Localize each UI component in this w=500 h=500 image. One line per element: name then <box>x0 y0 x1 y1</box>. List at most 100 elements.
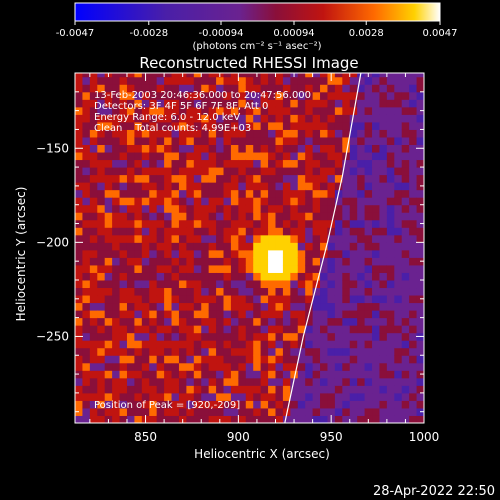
heatmap-cell <box>275 264 284 273</box>
heatmap-cell <box>245 174 254 183</box>
heatmap-cell <box>268 310 276 319</box>
heatmap-cell <box>223 99 232 108</box>
heatmap-cell <box>119 272 128 281</box>
heatmap-cell <box>394 332 403 341</box>
heatmap-cell <box>401 264 410 273</box>
heatmap-cell <box>193 227 202 236</box>
heatmap-cell <box>342 121 351 130</box>
heatmap-cell <box>156 144 165 153</box>
heatmap-cell <box>312 76 321 85</box>
heatmap-cell <box>253 144 262 153</box>
heatmap-cell <box>268 136 276 146</box>
heatmap-cell <box>342 392 351 401</box>
heatmap-cell <box>379 325 388 334</box>
heatmap-cell <box>119 121 128 130</box>
heatmap-cell <box>282 212 291 221</box>
heatmap-cell <box>416 385 424 394</box>
heatmap-cell <box>409 385 418 394</box>
heatmap-cell <box>230 76 239 85</box>
heatmap-cell <box>275 121 284 130</box>
heatmap-cell <box>282 91 291 100</box>
heatmap-cell <box>401 362 410 371</box>
heatmap-cell <box>290 197 299 206</box>
heatmap-cell <box>156 204 165 213</box>
heatmap-cell <box>290 295 299 304</box>
heatmap-cell <box>97 257 106 266</box>
heatmap-cell <box>75 242 83 251</box>
heatmap-cell <box>171 234 180 243</box>
heatmap-cell <box>312 136 321 146</box>
heatmap-cell <box>119 400 128 409</box>
heatmap-cell <box>416 347 424 356</box>
heatmap-cell <box>297 317 306 326</box>
heatmap-cell <box>282 332 291 341</box>
heatmap-cell <box>164 407 173 416</box>
heatmap-cell <box>112 219 121 228</box>
heatmap-cell <box>312 212 321 221</box>
heatmap-cell <box>75 174 83 183</box>
heatmap-cell <box>327 212 336 221</box>
heatmap-cell <box>342 174 351 183</box>
heatmap-cell <box>327 362 336 371</box>
heatmap-cell <box>290 91 299 100</box>
heatmap-cell <box>394 415 403 423</box>
heatmap-cell <box>141 279 150 289</box>
heatmap-cell <box>112 279 121 289</box>
heatmap-cell <box>372 167 380 176</box>
heatmap-cell <box>349 136 358 146</box>
heatmap-cell <box>149 212 158 221</box>
heatmap-cell <box>372 84 380 93</box>
heatmap-cell <box>401 234 410 243</box>
heatmap-cell <box>119 302 128 311</box>
heatmap-cell <box>104 392 113 401</box>
heatmap-cell <box>201 272 210 281</box>
heatmap-cell <box>141 310 150 319</box>
heatmap-cell <box>97 415 106 423</box>
heatmap-cell <box>282 257 291 266</box>
heatmap-cell <box>386 91 395 100</box>
heatmap-cell <box>357 287 366 296</box>
heatmap-cell <box>357 73 366 78</box>
heatmap-cell <box>416 317 424 326</box>
heatmap-cell <box>97 182 106 191</box>
heatmap-cell <box>416 114 424 123</box>
heatmap-cell <box>104 242 113 251</box>
heatmap-cell <box>275 204 284 213</box>
heatmap-cell <box>379 114 388 123</box>
heatmap-cell <box>149 91 158 100</box>
heatmap-cell <box>379 76 388 85</box>
heatmap-cell <box>201 242 210 251</box>
heatmap-cell <box>164 159 173 168</box>
heatmap-cell <box>230 212 239 221</box>
heatmap-cell <box>97 377 106 386</box>
heatmap-cell <box>342 182 351 191</box>
heatmap-cell <box>268 385 276 394</box>
heatmap-cell <box>82 129 91 138</box>
heatmap-cell <box>223 121 232 130</box>
heatmap-cell <box>364 407 373 416</box>
heatmap-cell <box>223 325 232 334</box>
heatmap-cell <box>320 332 328 341</box>
heatmap-cell <box>238 121 247 130</box>
heatmap-cell <box>97 212 106 221</box>
heatmap-cell <box>75 167 83 176</box>
heatmap-cell <box>342 159 351 168</box>
heatmap-cell <box>82 377 91 386</box>
heatmap-cell <box>268 302 276 311</box>
heatmap-cell <box>104 272 113 281</box>
heatmap-cell <box>201 317 210 326</box>
heatmap-cell <box>149 295 158 304</box>
heatmap-cell <box>230 91 239 100</box>
heatmap-cell <box>193 302 202 311</box>
heatmap-cell <box>327 295 336 304</box>
heatmap-cell <box>342 219 351 228</box>
heatmap-cell <box>379 347 388 356</box>
heatmap-cell <box>342 370 351 379</box>
heatmap-cell <box>401 340 410 349</box>
heatmap-cell <box>245 249 254 258</box>
heatmap-cell <box>260 340 269 349</box>
heatmap-cell <box>223 212 232 221</box>
heatmap-cell <box>156 189 165 198</box>
heatmap-cell <box>193 400 202 409</box>
heatmap-cell <box>238 347 247 356</box>
